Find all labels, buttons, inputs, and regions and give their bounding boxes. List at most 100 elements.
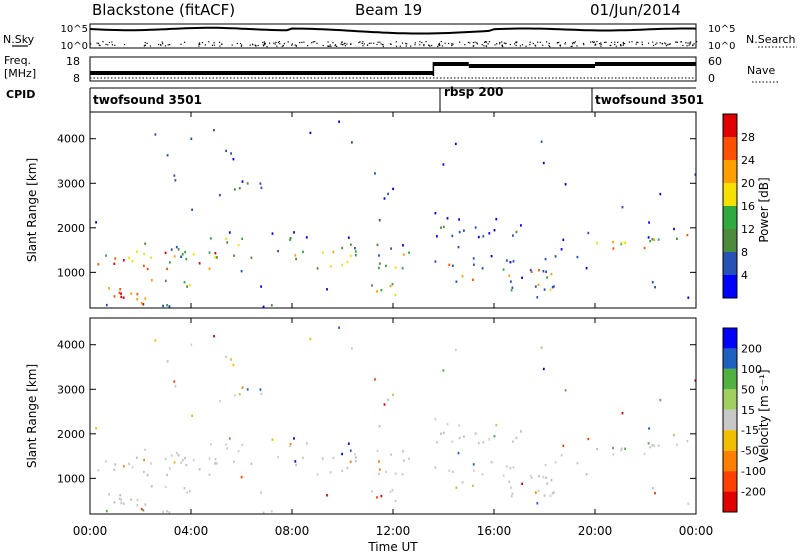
y-tick-label: 3000 [57,177,85,190]
nsearch-dot [307,45,309,47]
nsearch-dot [452,43,454,45]
velocity-cell [536,502,539,505]
nsearch-dot [610,41,613,44]
y-tick-label: 1000 [57,266,85,279]
velocity-cell [289,443,292,446]
nsearch-dot [255,45,257,47]
x-tick-label: 00:00 [679,524,714,538]
velocity-cell [562,444,565,447]
power-cell [537,283,540,286]
power-colorbar-tick: 4 [741,269,748,282]
nsearch-dot [573,42,575,44]
nsearch-dot [164,45,167,47]
velocity-colorbar-frame [722,327,738,513]
nsearch-dot [655,43,657,45]
nsearch-dot [275,41,277,43]
power-cell [508,274,511,277]
velocity-cell [241,443,244,446]
velocity-cell [537,489,540,492]
nsearch-dot [664,42,666,44]
nsearch-dot [362,45,364,47]
velocity-cell [349,460,352,464]
power-cell [446,217,449,220]
nsearch-dot [105,43,107,45]
x-axis-label: Time UT [367,540,418,554]
power-cell [260,186,263,190]
power-cell [534,285,537,288]
nsearch-dot [198,43,200,45]
velocity-cell [482,441,485,444]
velocity-cell [346,466,349,470]
nsearch-dot [692,45,694,47]
nsearch-dot [451,44,453,46]
velocity-cell [154,339,157,342]
velocity-cell [495,424,498,427]
velocity-cell [490,461,493,464]
nsearch-dot [428,44,430,46]
velocity-cell [150,485,153,488]
velocity-cell [277,455,279,459]
nsearch-dot [99,44,101,47]
power-cell [394,293,397,297]
velocity-colorbar-segment [723,409,737,431]
nsearch-dot [535,45,537,47]
figure-title: Blackstone (fitACF) [92,1,235,19]
nsearch-dot [583,44,585,46]
power-cell [289,237,292,240]
velocity-cell [394,499,397,503]
power-cell [515,230,518,234]
nsearch-dot [600,42,602,44]
nsearch-dot [641,41,643,43]
nsearch-dot [620,45,622,47]
nsearch-dot [631,41,633,43]
velocity-cell [402,450,404,453]
nsearch-dot [652,41,654,43]
velocity-cell [451,470,454,473]
velocity-cell [214,462,216,465]
nsearch-dot [111,41,113,43]
nsearch-dot [405,45,407,47]
power-cell [233,254,235,257]
nsearch-dot [102,41,104,43]
nsearch-dot [614,41,616,43]
nsearch-dot [675,41,677,43]
power-cell [208,267,211,270]
velocity-cell [474,432,477,435]
nsearch-dot [143,45,145,47]
nsearch-dot [448,42,450,45]
nsearch-dot [682,44,684,47]
power-cell [378,219,381,222]
velocity-cell [237,450,240,453]
nsearch-dot [336,45,338,47]
nsearch-dot [429,45,431,47]
nsearch-dot [476,43,478,45]
power-cell [457,245,460,249]
power-cell [169,261,171,264]
velocity-yticks: 4000 3000 2000 1000 [57,339,696,485]
velocity-cell [271,438,274,441]
power-cell [262,305,265,308]
cpid-segment-3: twofsound 3501 [595,93,704,107]
power-cell [95,221,97,224]
nsearch-dot [620,44,622,46]
velocity-cell [542,367,545,371]
nsearch-dot [515,42,518,44]
power-cell [536,296,539,299]
power-cell [105,254,107,257]
nsearch-dot [669,43,671,45]
power-cell [294,254,297,257]
nsearch-dot [395,45,398,47]
power-cell [190,137,193,140]
nsearch-dot [464,44,466,46]
nsearch-dot [294,44,296,46]
velocity-cell [657,444,660,447]
power-cell [440,226,442,229]
nsearch-dot [328,45,330,47]
nsearch-dot [529,44,531,46]
power-panel-frame [89,111,697,309]
power-cell [162,304,164,308]
nsearch-dot [334,44,337,46]
nsearch-dot [329,44,331,46]
nsearch-dot [502,45,504,48]
nsearch-dot [380,43,382,45]
